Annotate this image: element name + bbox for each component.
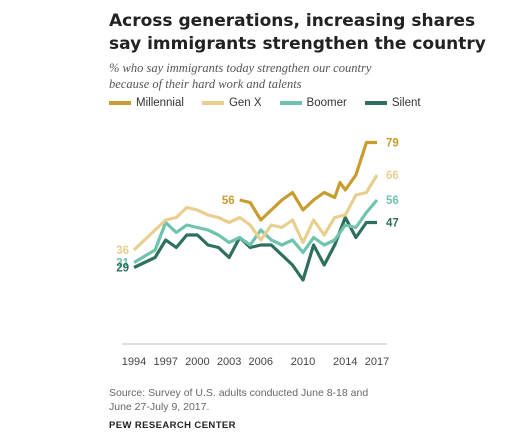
- legend-item-3: Silent: [364, 97, 421, 109]
- legend-swatch-2: [279, 101, 302, 105]
- series-start-label-0: 56: [222, 195, 235, 207]
- subtitle-line-1: % who say immigrants today strengthen ou…: [109, 61, 372, 75]
- legend-swatch-1: [201, 101, 224, 105]
- legend-item-2: Boomer: [279, 97, 347, 109]
- x-tick-label-3: 2003: [217, 356, 241, 368]
- chart-title: Across generations, increasing shares sa…: [109, 10, 509, 56]
- legend-label-3: Silent: [391, 97, 421, 109]
- series-end-label-2: 56: [386, 195, 399, 207]
- series-line-2: [133, 198, 379, 264]
- series-start-label-2: 31: [116, 258, 129, 270]
- series-end-label-1: 66: [386, 170, 399, 182]
- title-line-1: Across generations, increasing shares: [109, 11, 476, 31]
- legend-swatch-3: [364, 101, 387, 105]
- series-end-label-0: 79: [386, 138, 399, 150]
- x-tick-label-0: 1994: [122, 356, 146, 368]
- brand-label: PEW RESEARCH CENTER: [109, 420, 236, 431]
- source-line-2: June 27-July 9, 2017.: [109, 401, 210, 413]
- series-line-0: [239, 140, 377, 222]
- x-tick-label-5: 2010: [291, 356, 315, 368]
- x-tick-label-1: 1997: [153, 356, 177, 368]
- legend-item-1: Gen X: [201, 97, 262, 109]
- x-tick-label-2: 2000: [185, 356, 209, 368]
- series-start-label-1: 36: [116, 245, 129, 257]
- series-start-label-3: 29: [116, 263, 129, 275]
- x-tick-label-6: 2014: [333, 356, 357, 368]
- legend-label-1: Gen X: [228, 97, 262, 109]
- line-chart: 1994 1997 2000 2003 2006 2010 2014 2017 56 79 36 66…: [116, 138, 399, 369]
- series-line-1: [132, 174, 379, 252]
- title-line-2: say immigrants strengthen the country: [109, 34, 486, 54]
- source-line-1: Source: Survey of U.S. adults conducted …: [109, 387, 369, 399]
- chart-legend: Millennial Gen X Boomer Silent: [109, 95, 439, 111]
- subtitle-line-2: because of their hard work and talents: [109, 77, 302, 91]
- legend-label-2: Boomer: [306, 97, 347, 109]
- legend-swatch-0: [109, 101, 131, 105]
- legend-item-0: Millennial: [109, 97, 184, 109]
- x-tick-label-4: 2006: [249, 356, 273, 368]
- series-end-label-3: 47: [386, 218, 399, 230]
- source-note: Source: Survey of U.S. adults conducted …: [109, 386, 409, 414]
- x-tick-label-7: 2017: [365, 356, 389, 368]
- chart-subtitle: % who say immigrants today strengthen ou…: [109, 60, 489, 92]
- legend-label-0: Millennial: [136, 97, 184, 109]
